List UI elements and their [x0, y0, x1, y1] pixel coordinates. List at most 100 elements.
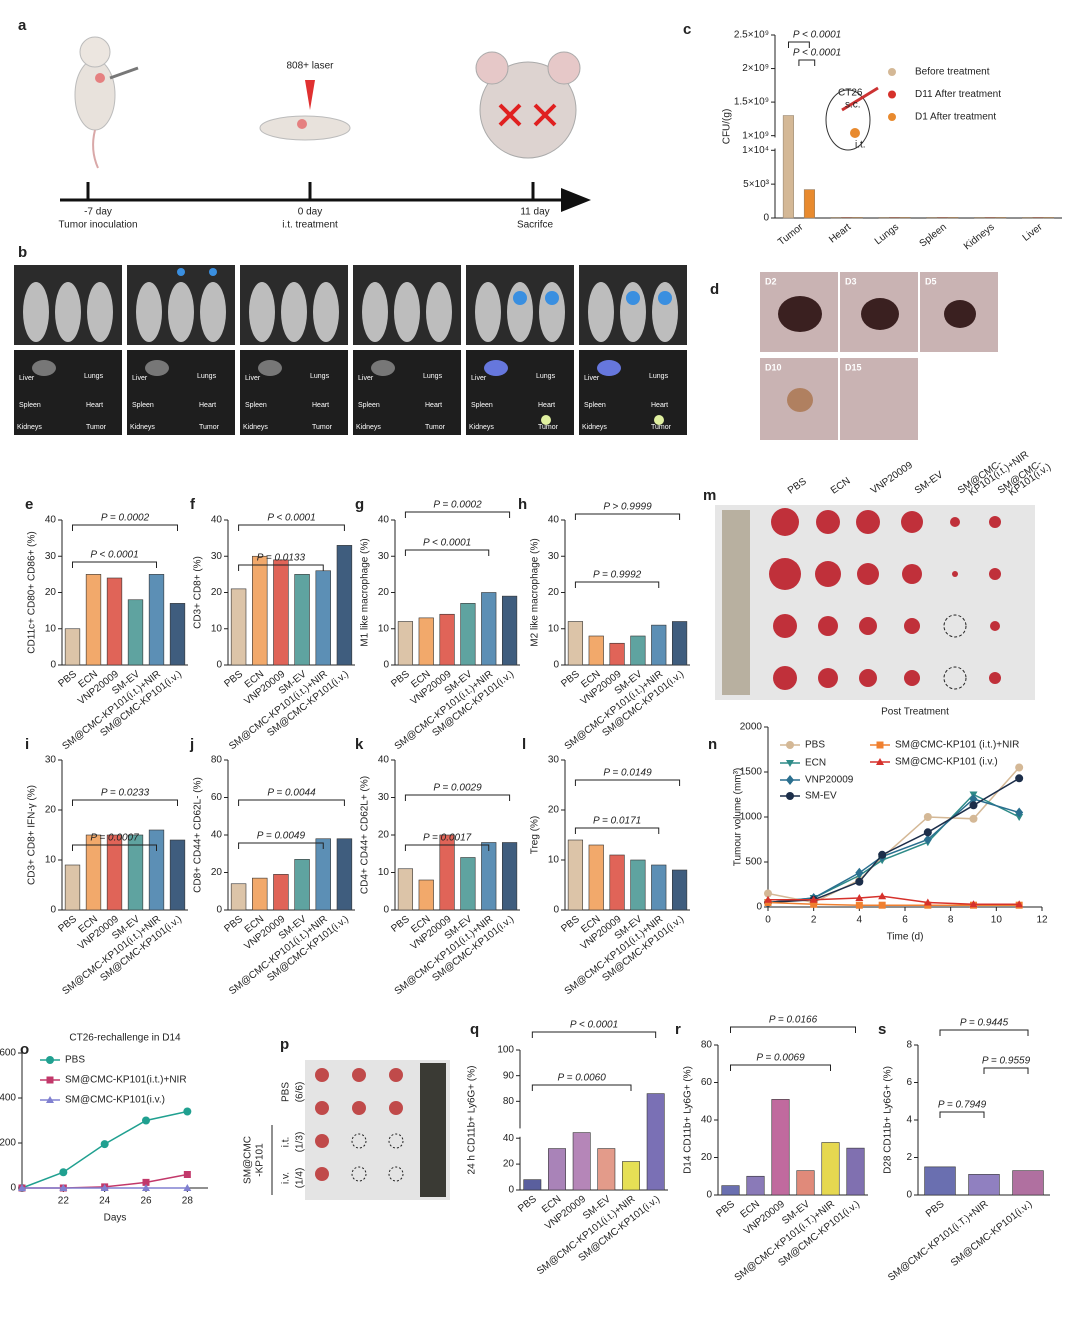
- mouse-head: [79, 36, 111, 68]
- y-tick-label: 40: [503, 1133, 515, 1144]
- bar: [106, 834, 123, 911]
- y-tick-label: 0: [383, 660, 389, 671]
- organ-label: Heart: [312, 402, 329, 409]
- annotation: P = 0.0044: [267, 788, 316, 799]
- y-tick-label: 20: [211, 587, 223, 598]
- group-label: -KP101: [255, 1143, 266, 1177]
- liver: [597, 360, 621, 376]
- bar: [567, 839, 584, 911]
- bracket: [404, 549, 490, 556]
- y-tick-label: 20: [701, 1152, 713, 1163]
- inset-label: i.t.: [855, 140, 866, 151]
- x-axis-label: Days: [104, 1213, 127, 1224]
- tumor: [352, 1068, 366, 1082]
- tumor: [352, 1101, 366, 1115]
- bar: [796, 1170, 815, 1196]
- y-tick-label: 200: [0, 1138, 16, 1149]
- wound: [787, 388, 813, 412]
- y-tick-label: 40: [211, 515, 223, 526]
- tumor: [315, 1068, 329, 1082]
- wound-photos: D2 D3 D5 D10 D15: [760, 272, 998, 440]
- tumor-signal: [654, 415, 664, 425]
- bar: [1012, 1170, 1044, 1196]
- tumor: [297, 119, 307, 129]
- axis-break: [515, 1128, 525, 1137]
- bar: [630, 859, 646, 911]
- bracket: [404, 794, 511, 801]
- organ-label: Lungs: [536, 373, 556, 380]
- y-tick-label: 30: [378, 551, 390, 562]
- row-label: i.t.: [281, 1137, 292, 1148]
- step-event: Tumor inoculation: [58, 220, 137, 231]
- photo: [14, 350, 122, 435]
- marker: [142, 1178, 150, 1186]
- panel-label: l: [522, 736, 526, 753]
- liver: [484, 360, 508, 376]
- mouse: [136, 282, 162, 342]
- y-tick-label: 4: [906, 1115, 912, 1126]
- organ-label: Spleen: [358, 402, 380, 409]
- bar: [230, 883, 247, 911]
- organ-label: Spleen: [132, 402, 154, 409]
- legend-marker: [786, 760, 794, 767]
- tumor: [989, 672, 1001, 684]
- panel-label: b: [18, 244, 27, 261]
- organ-label: Kidneys: [243, 424, 268, 431]
- bar: [148, 829, 165, 911]
- bar: [501, 842, 518, 911]
- bar: [481, 842, 497, 911]
- bar: [588, 844, 604, 911]
- y-tick-label: 30: [548, 551, 560, 562]
- x-tick-label: PBS: [924, 1199, 947, 1220]
- organ-label: Tumor: [312, 424, 333, 431]
- y-tick-label: 600: [0, 1048, 16, 1059]
- group-label: PBS: [786, 476, 809, 497]
- bar: [746, 1175, 765, 1196]
- row-label: i.v.: [281, 1172, 292, 1184]
- x-tick-label: Heart: [827, 222, 853, 246]
- bar: [501, 595, 518, 666]
- signal: [177, 268, 185, 276]
- tumor: [904, 618, 920, 634]
- marker: [923, 898, 932, 906]
- bar: [548, 1148, 566, 1191]
- step-event: i.t. treatment: [282, 220, 338, 231]
- bar: [397, 868, 414, 911]
- photo: [466, 350, 574, 435]
- y-tick-label: 0: [706, 1190, 712, 1201]
- y-axis-label: 24 h CD11b+ Ly6G+ (%): [467, 1066, 478, 1175]
- annotation: P = 0.0002: [101, 513, 150, 524]
- marker: [878, 892, 887, 900]
- y-tick-label: 10: [548, 623, 560, 634]
- tumor: [95, 73, 105, 83]
- mouse: [74, 59, 116, 131]
- organ-label: Spleen: [245, 402, 267, 409]
- y-axis-label: Treg (%): [530, 816, 541, 855]
- x-tick-label: Lungs: [873, 222, 901, 247]
- step-day: 11 day: [520, 207, 549, 218]
- tumor: [389, 1101, 403, 1115]
- y-tick-label: 40: [378, 515, 390, 526]
- panel-label: h: [518, 496, 527, 513]
- y-axis-label: Tumour volume (mm³): [733, 768, 744, 867]
- bar: [936, 217, 948, 219]
- bracket: [574, 779, 681, 786]
- organ-label: Tumor: [86, 424, 107, 431]
- annotation: P = 0.9559: [982, 1056, 1031, 1067]
- x-tick-label: 8: [948, 915, 954, 926]
- mouse-face: [479, 61, 577, 159]
- y-tick-label: 2000: [740, 722, 763, 733]
- no-tumor: [351, 1166, 367, 1182]
- bar: [523, 1179, 542, 1191]
- syringe: [109, 66, 139, 80]
- day-label: D10: [765, 362, 782, 372]
- bar: [609, 854, 625, 911]
- legend-label: VNP20009: [805, 775, 854, 786]
- panel-label: j: [189, 736, 194, 753]
- group-label: SM-EV: [913, 469, 946, 496]
- panel-label: q: [470, 1021, 479, 1038]
- y-tick-label: 0: [906, 1190, 912, 1201]
- bracket: [238, 524, 345, 531]
- y-tick-label: 10: [378, 867, 390, 878]
